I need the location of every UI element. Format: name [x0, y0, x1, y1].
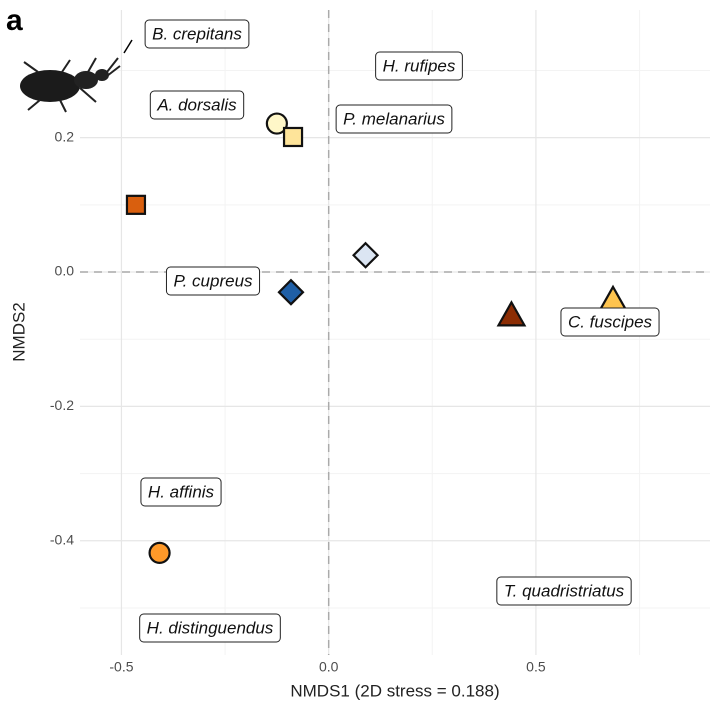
- annotation-text: P. cupreus: [173, 271, 253, 290]
- annotations: B. crepitans H. rufipes A. dorsalis P. mela…: [140, 20, 659, 642]
- annotation: B. crepitans: [145, 20, 249, 48]
- y-tick-label: 0.2: [55, 128, 75, 144]
- annotation-text: C. fuscipes: [568, 312, 653, 331]
- point: [279, 280, 303, 304]
- annotation: H. distinguendus: [140, 614, 281, 642]
- x-tick-label: -0.5: [109, 659, 133, 675]
- annotation: P. melanarius: [336, 105, 452, 133]
- beetle-icon: [20, 40, 132, 112]
- annotation-text: H. affinis: [148, 482, 215, 501]
- annotation-text: H. distinguendus: [147, 618, 274, 637]
- point: [498, 302, 524, 325]
- y-tick-label: 0.0: [55, 263, 75, 279]
- panel-label: a: [6, 4, 23, 37]
- annotation-text: A. dorsalis: [156, 95, 237, 114]
- point: [600, 287, 626, 310]
- x-axis-title: NMDS1 (2D stress = 0.188): [290, 681, 499, 700]
- annotation: P. cupreus: [166, 267, 259, 295]
- y-tick-label: -0.2: [50, 397, 74, 413]
- annotation: H. affinis: [141, 478, 221, 506]
- point: [127, 196, 145, 214]
- annotation-text: P. melanarius: [343, 109, 445, 128]
- point: [284, 128, 302, 146]
- annotation-text: T. quadristriatus: [504, 581, 625, 600]
- annotation: T. quadristriatus: [497, 577, 631, 605]
- y-tick-label: -0.4: [50, 531, 74, 547]
- x-tick-label: 0.0: [319, 659, 339, 675]
- annotation: C. fuscipes: [561, 308, 659, 336]
- annotation-text: B. crepitans: [152, 24, 242, 43]
- point: [354, 243, 378, 267]
- x-tick-label: 0.5: [526, 659, 546, 675]
- chart: B. crepitans H. rufipes A. dorsalis P. mela…: [0, 0, 717, 712]
- y-axis-title: NMDS2: [9, 302, 28, 362]
- point: [150, 543, 170, 563]
- annotation: A. dorsalis: [150, 91, 243, 119]
- annotation-text: H. rufipes: [383, 56, 456, 75]
- annotation: H. rufipes: [376, 52, 463, 80]
